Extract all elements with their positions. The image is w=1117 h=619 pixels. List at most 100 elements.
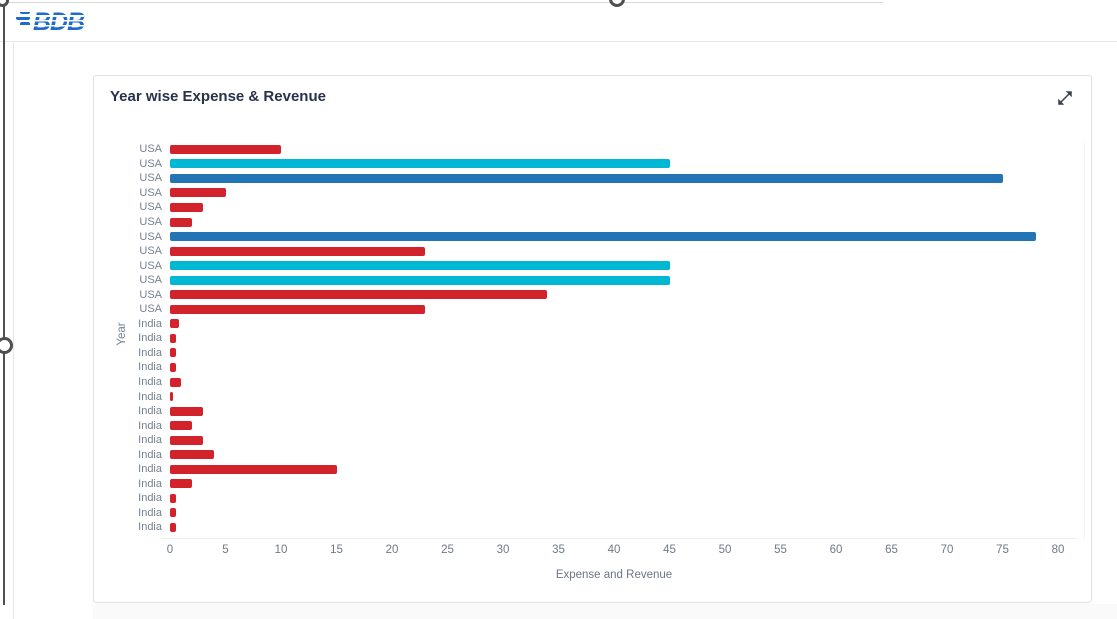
chart-title: Year wise Expense & Revenue [110,88,326,105]
bar[interactable] [170,304,426,314]
x-axis-tick-label: 15 [330,544,343,556]
x-axis-tick-label: 0 [166,544,174,556]
bar[interactable] [170,188,226,198]
y-axis-category-label: USA [139,230,162,243]
y-axis-category-label: USA [139,186,162,199]
x-axis-tick-label: 65 [885,544,898,556]
y-axis-category-label: India [138,506,162,519]
bar-row: India [94,506,1074,521]
bar[interactable] [170,333,176,343]
x-axis-line [162,538,1077,539]
expand-button[interactable] [1054,87,1076,109]
y-axis-category-label: India [138,346,162,359]
y-axis-category-label: USA [139,245,162,258]
bar-row: USA [94,258,1074,273]
bar[interactable] [170,493,176,503]
bar[interactable] [170,202,204,212]
x-axis-title: Expense and Revenue [555,569,673,581]
y-axis-category-label: India [138,332,162,345]
x-axis-tick-label: 35 [552,544,565,556]
resize-handle-top-center[interactable] [609,0,625,7]
bar-row: India [94,389,1074,404]
bdb-logo[interactable]: BDB [16,6,85,36]
bar[interactable] [170,406,204,416]
x-axis-tick-label: 25 [441,544,454,556]
bar-row: India [94,462,1074,477]
bar-row: USA [94,287,1074,302]
x-axis-tick-label: 55 [774,544,787,556]
x-axis-ticks: 0 5 10 15 20 25 30 35 40 45 50 55 60 65 70 75 80 [166,544,1065,559]
dashboard-canvas-background [93,604,1117,619]
bar[interactable] [170,450,215,460]
resize-handle-left-middle[interactable] [0,337,13,354]
x-axis-tick-label: 45 [663,544,676,556]
bar-row: India [94,317,1074,332]
bar-row: India [94,433,1074,448]
bar[interactable] [170,464,337,474]
bar[interactable] [170,144,281,154]
x-axis-tick-label: 5 [222,544,229,556]
bar[interactable] [170,290,548,300]
y-axis-category-label: India [138,477,162,490]
bar[interactable] [170,377,182,387]
y-axis-category-label: India [138,361,162,374]
y-axis-category-label: USA [139,157,162,170]
bar-row: USA [94,186,1074,201]
bdb-logo-jet-icon [16,6,31,35]
bar-row: USA [94,200,1074,215]
y-axis-category-label: India [138,317,162,330]
y-axis-category-label: India [138,463,162,476]
bar[interactable] [170,246,426,256]
bar[interactable] [170,362,176,372]
bar[interactable] [170,232,1036,242]
bar[interactable] [170,159,670,169]
x-axis-tick-label: 80 [1051,544,1065,556]
bar[interactable] [170,479,193,489]
bar[interactable] [170,522,176,532]
bar-row: India [94,375,1074,390]
bar-row: USA [94,215,1074,230]
bar-row: India [94,346,1074,361]
bar-row: India [94,331,1074,346]
app-header: BDB [0,0,1117,42]
chart-card: Year wise Expense & Revenue Year USA USA U… [93,75,1092,603]
left-resize-bar[interactable] [3,0,5,605]
bar[interactable] [170,508,176,518]
bar-row: India [94,477,1074,492]
expand-arrows-icon [1056,89,1074,107]
y-axis-category-label: USA [139,288,162,301]
y-axis-category-label: India [138,492,162,505]
bar[interactable] [170,392,174,402]
bar[interactable] [170,275,670,285]
resize-handle-top-left[interactable] [0,0,9,7]
bar[interactable] [170,217,193,227]
y-axis-category-label: USA [139,201,162,214]
bar[interactable] [170,261,670,271]
y-axis-category-label: India [138,521,162,534]
bdb-logo-text: BDB [33,8,85,36]
bar[interactable] [170,421,193,431]
x-axis-tick-label: 60 [829,544,843,556]
plot-right-border [1084,142,1085,539]
y-axis-category-label: USA [139,143,162,156]
bar-row: India [94,520,1074,535]
bar-row: USA [94,142,1074,157]
bar-row: India [94,491,1074,506]
content-left-border [13,41,14,619]
bar-row: USA [94,302,1074,317]
bar-row: USA [94,273,1074,288]
y-axis-category-label: India [138,376,162,389]
y-axis-category-label: USA [139,172,162,185]
bar-row: India [94,360,1074,375]
bar-row: USA [94,171,1074,186]
y-axis-category-label: India [138,448,162,461]
bar-row: USA [94,229,1074,244]
y-axis-category-label: India [138,405,162,418]
bar[interactable] [170,319,179,329]
bar-row: India [94,404,1074,419]
bar[interactable] [170,435,204,445]
bar[interactable] [170,173,1003,183]
x-axis-tick-label: 40 [607,544,621,556]
bar[interactable] [170,348,176,358]
y-axis-category-label: USA [139,274,162,287]
